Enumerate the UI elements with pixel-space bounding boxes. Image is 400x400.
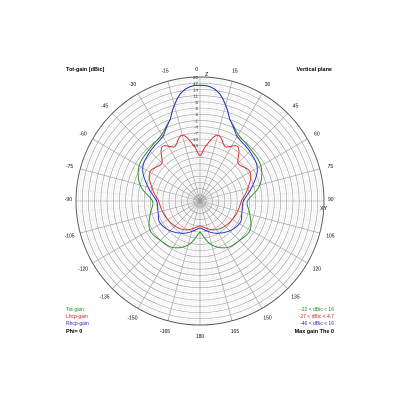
legend-tot-gain: Tot-gain xyxy=(66,307,84,313)
angle-label: 105 xyxy=(326,234,335,240)
legend-lhcp-gain: Lhcp-gain xyxy=(66,314,88,320)
radial-tick-label: -7 xyxy=(194,131,198,136)
grid-spoke-major xyxy=(199,200,308,264)
angle-label: -60 xyxy=(79,131,86,137)
radial-tick-label: 17 xyxy=(193,81,199,86)
angle-label: -150 xyxy=(127,316,137,322)
angle-label: -30 xyxy=(129,82,136,88)
angular-tick-labels: 0 153045607590105120135150165180-15-30-45… xyxy=(65,67,335,340)
radial-tick-label: 11 xyxy=(193,94,198,99)
angle-label: -120 xyxy=(78,266,88,272)
grid-spoke-major xyxy=(112,200,201,289)
radial-tick-label: 20 xyxy=(193,75,199,80)
polar-grid xyxy=(75,76,325,326)
legend: Tot-gain Lhcp-gain Rhcp-gain Phi= 0 xyxy=(66,307,89,335)
radial-tick-label: 5 xyxy=(195,106,198,111)
angle-label: 165 xyxy=(231,329,240,335)
grid-spoke-major xyxy=(199,113,288,202)
radial-tick-label: -13 xyxy=(191,143,198,148)
grid-spoke-major xyxy=(80,200,201,234)
chart-title-right: Vertical plane xyxy=(297,67,332,73)
grid-spoke-major xyxy=(199,200,233,321)
grid-spoke-major xyxy=(199,138,308,202)
grid-spoke-major xyxy=(199,81,233,202)
radial-tick-label: -1 xyxy=(194,118,198,123)
grid-spoke-major xyxy=(199,200,320,234)
gain-curves xyxy=(137,84,263,249)
grid-spoke-major xyxy=(199,200,288,289)
angle-label: -15 xyxy=(161,68,168,74)
radial-tick-label: 8 xyxy=(195,100,198,105)
angle-label: -75 xyxy=(66,164,73,170)
grid-spoke-major xyxy=(167,200,201,321)
grid-spoke-major xyxy=(167,81,201,202)
axis-label-z: Z xyxy=(205,72,209,78)
grid-spoke-major xyxy=(199,93,263,202)
radial-tick-label: -4 xyxy=(194,125,198,130)
grid-spoke-major xyxy=(92,138,201,202)
grid-spoke-major xyxy=(137,93,201,202)
angle-label: -165 xyxy=(160,329,170,335)
grid-spoke-major xyxy=(92,200,201,264)
angle-label: 30 xyxy=(265,82,271,88)
angle-label: 75 xyxy=(328,164,334,170)
footer-phi: Phi= 0 xyxy=(66,329,82,335)
series-curve-lhcp-gain xyxy=(148,134,252,231)
angle-label: -45 xyxy=(101,103,108,109)
angle-label: 180 xyxy=(196,334,205,340)
angle-label: -105 xyxy=(65,234,75,240)
angle-label: 120 xyxy=(313,266,322,272)
legend-rhcp-gain: Rhcp-gain xyxy=(66,321,89,327)
series-curve-rhcp-gain xyxy=(142,84,258,234)
radial-tick-label: 2 xyxy=(195,112,198,117)
radial-tick-label: -10 xyxy=(191,137,198,142)
angle-label: 0 xyxy=(195,67,198,73)
radial-tick-label: 14 xyxy=(193,87,199,92)
chart-title-left: Tot-gain [dBic] xyxy=(66,67,105,73)
angle-label: 45 xyxy=(293,103,299,109)
grid-spoke-major xyxy=(112,113,201,202)
angle-label: 150 xyxy=(263,316,272,322)
legend-ranges: -22 < dBic < 16 -27 < dBic < 4.7 -46 < d… xyxy=(295,307,335,335)
angle-label: 135 xyxy=(291,294,300,300)
angle-label: 90 xyxy=(328,197,334,203)
range-lhcp-gain: -27 < dBic < 4.7 xyxy=(299,314,335,320)
grid-spoke-major xyxy=(137,200,201,309)
angle-label: 60 xyxy=(314,131,320,137)
footer-max-gain: Max gain The 0 xyxy=(295,329,334,335)
angle-label: 15 xyxy=(232,68,238,74)
angle-label: -135 xyxy=(100,294,110,300)
axis-label-xy: XY xyxy=(320,206,328,212)
angle-label: -90 xyxy=(65,197,72,203)
range-tot-gain: -22 < dBic < 16 xyxy=(300,307,334,313)
grid-spoke-major xyxy=(199,200,263,309)
range-rhcp-gain: -46 < dBic < 16 xyxy=(300,321,334,327)
outer-ring xyxy=(75,76,325,326)
